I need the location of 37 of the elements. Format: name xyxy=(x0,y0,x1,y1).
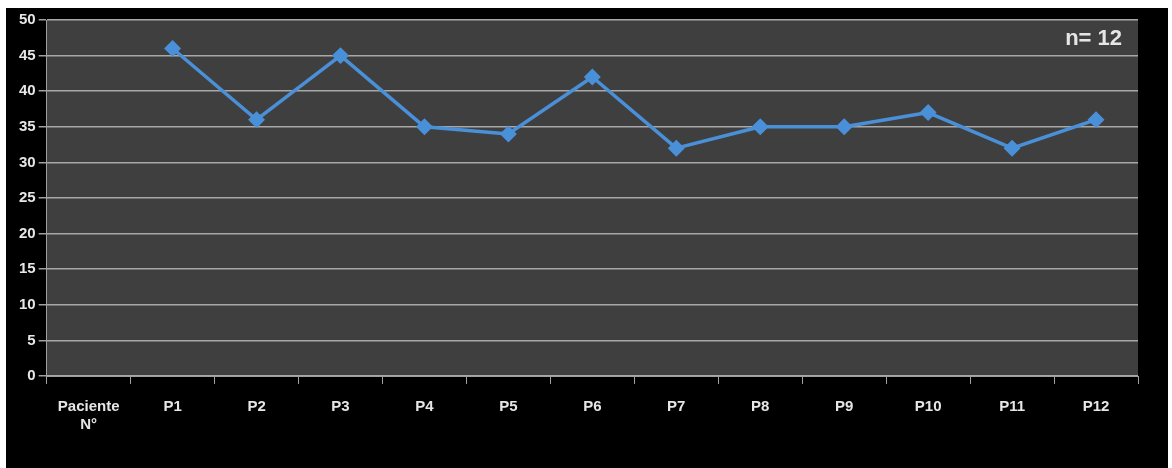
y-tick-label: 50 xyxy=(19,10,36,28)
point xyxy=(1088,111,1104,128)
y-tick-label: 45 xyxy=(19,45,36,63)
x-tick-label: P3 xyxy=(331,397,350,415)
y-tick-label: 10 xyxy=(19,294,36,312)
point xyxy=(248,111,265,128)
x-tick-label: P10 xyxy=(914,397,942,415)
x-tick-label: P7 xyxy=(667,397,686,415)
x-tick-label: P9 xyxy=(835,397,854,415)
x-tick-label: P12 xyxy=(1082,397,1110,415)
y-tick-label: 40 xyxy=(19,81,36,99)
point xyxy=(752,119,768,135)
y-tick-label: 5 xyxy=(27,330,36,348)
y-tick-label: 35 xyxy=(19,116,36,134)
point xyxy=(920,104,936,121)
x-tick-label: P2 xyxy=(247,397,266,415)
point xyxy=(584,69,601,85)
point xyxy=(416,119,433,135)
x-tick-label: P8 xyxy=(751,397,770,415)
x-tick-label: P4 xyxy=(415,397,435,415)
annotation: n= 12 xyxy=(1065,25,1122,51)
y-tick-label: 0 xyxy=(27,366,36,384)
y-tick-label: 25 xyxy=(19,188,36,206)
y-tick-label: 20 xyxy=(19,223,36,241)
point xyxy=(1004,140,1020,156)
point xyxy=(836,119,852,135)
point xyxy=(332,47,349,64)
x-tick-label: P6 xyxy=(583,397,602,415)
point xyxy=(668,140,685,156)
y-tick-label: 30 xyxy=(19,152,36,170)
point xyxy=(500,126,517,142)
point xyxy=(164,40,181,57)
x-tick-label: P5 xyxy=(499,397,518,415)
y-tick-label: 15 xyxy=(19,259,36,277)
x-tick-label: P1 xyxy=(163,397,182,415)
x-tick-label: Paciente N° xyxy=(57,397,120,433)
x-tick-label: P11 xyxy=(999,397,1026,415)
